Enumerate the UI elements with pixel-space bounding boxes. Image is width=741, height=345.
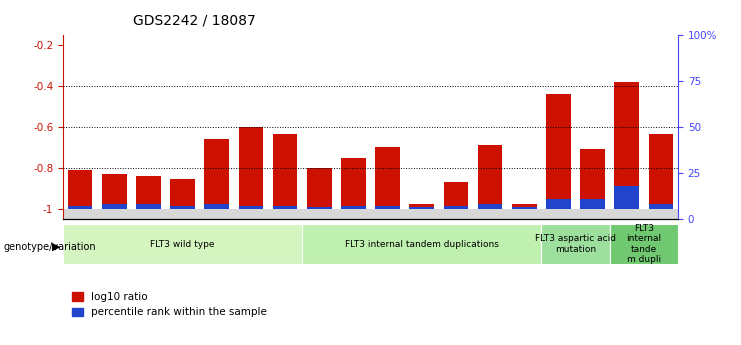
- Bar: [131, 209, 165, 219]
- Bar: [405, 209, 439, 219]
- Bar: [234, 209, 268, 219]
- Text: FLT3 aspartic acid
mutation: FLT3 aspartic acid mutation: [535, 234, 616, 254]
- Bar: [63, 209, 97, 219]
- Bar: [97, 209, 131, 219]
- Bar: [478, 145, 502, 209]
- Bar: [63, 224, 302, 264]
- Bar: [546, 199, 571, 209]
- Bar: [273, 206, 297, 209]
- Bar: [268, 209, 302, 219]
- Text: ▶: ▶: [53, 242, 61, 252]
- Bar: [302, 224, 542, 264]
- Bar: [273, 134, 297, 209]
- Bar: [507, 209, 542, 219]
- Bar: [444, 182, 468, 209]
- Bar: [170, 206, 195, 209]
- Bar: [644, 209, 678, 219]
- Bar: [67, 206, 93, 209]
- Bar: [170, 179, 195, 209]
- Bar: [512, 204, 536, 209]
- Bar: [307, 168, 331, 209]
- Bar: [136, 204, 161, 209]
- Bar: [375, 147, 400, 209]
- Bar: [102, 174, 127, 209]
- Bar: [205, 204, 229, 209]
- Bar: [614, 186, 639, 209]
- Text: FLT3 internal tandem duplications: FLT3 internal tandem duplications: [345, 239, 499, 249]
- Bar: [336, 209, 370, 219]
- Text: FLT3 wild type: FLT3 wild type: [150, 239, 215, 249]
- Bar: [473, 209, 507, 219]
- Bar: [165, 209, 199, 219]
- Bar: [205, 139, 229, 209]
- Bar: [370, 209, 405, 219]
- Bar: [546, 94, 571, 209]
- Bar: [239, 206, 263, 209]
- Bar: [614, 82, 639, 209]
- Bar: [580, 199, 605, 209]
- Bar: [136, 176, 161, 209]
- Bar: [239, 127, 263, 209]
- Bar: [375, 206, 400, 209]
- Bar: [610, 224, 678, 264]
- Bar: [439, 209, 473, 219]
- Text: genotype/variation: genotype/variation: [4, 242, 96, 252]
- Bar: [341, 158, 366, 209]
- Bar: [648, 204, 674, 209]
- Text: GDS2242 / 18087: GDS2242 / 18087: [133, 14, 256, 28]
- Bar: [67, 170, 93, 209]
- Legend: log10 ratio, percentile rank within the sample: log10 ratio, percentile rank within the …: [68, 288, 271, 322]
- Bar: [410, 204, 434, 209]
- Bar: [199, 209, 234, 219]
- Bar: [542, 209, 576, 219]
- Bar: [542, 224, 610, 264]
- Bar: [478, 204, 502, 209]
- Bar: [410, 207, 434, 209]
- Bar: [512, 207, 536, 209]
- Text: FLT3
internal
tande
m dupli: FLT3 internal tande m dupli: [626, 224, 662, 264]
- Bar: [444, 206, 468, 209]
- Bar: [307, 207, 331, 209]
- Bar: [576, 209, 610, 219]
- Bar: [302, 209, 336, 219]
- Bar: [580, 149, 605, 209]
- Bar: [341, 206, 366, 209]
- Bar: [648, 134, 674, 209]
- Bar: [102, 204, 127, 209]
- Bar: [610, 209, 644, 219]
